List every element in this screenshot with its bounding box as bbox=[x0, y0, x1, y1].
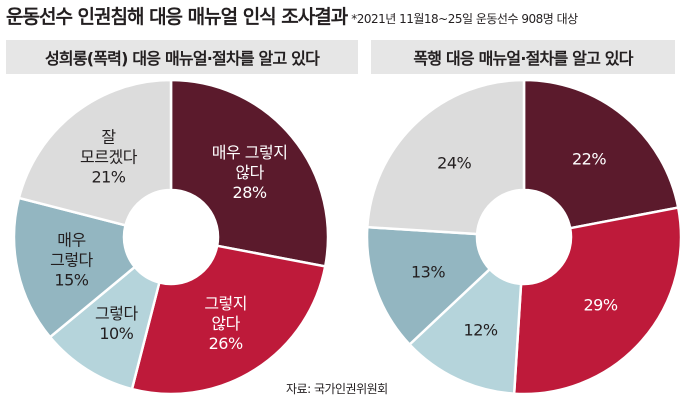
chart-1-slice-5-label: 잘 bbox=[101, 127, 116, 146]
donut-chart-1: 매우 그렇지않다28%그렇지않다26%그렇다10%매우그렇다15%잘모르겠다21… bbox=[12, 78, 330, 396]
chart-2-title: 폭행 대응 매뉴얼·절차를 알고 있다 bbox=[371, 40, 675, 74]
chart-2-slice-4-value: 13% bbox=[411, 263, 445, 282]
page-title: 운동선수 인권침해 대응 매뉴얼 인식 조사결과 bbox=[6, 6, 348, 28]
chart-1-slice-1-value: 28% bbox=[233, 183, 267, 202]
chart-2-slice-3-value: 12% bbox=[464, 320, 498, 339]
chart-2-slice-4 bbox=[365, 225, 492, 347]
chart-1-slice-3-label: 그렇다 bbox=[95, 304, 138, 323]
survey-note: *2021년 11월18~25일 운동선수 908명 대상 bbox=[351, 12, 578, 26]
chart-1-slice-1 bbox=[169, 78, 330, 268]
chart-1-slice-2-label: 않다 bbox=[211, 314, 240, 333]
source-note: 자료: 국가인권위원회 bbox=[286, 382, 388, 396]
chart-1-slice-2-label: 그렇지 bbox=[204, 294, 247, 313]
chart-2-slice-1 bbox=[522, 78, 680, 230]
chart-1-slice-2 bbox=[130, 244, 327, 396]
chart-1-slice-1-label: 않다 bbox=[235, 163, 264, 182]
chart-1-slice-5-label: 모르겠다 bbox=[80, 147, 138, 166]
chart-2-slice-5 bbox=[365, 78, 526, 236]
chart-2-slice-3 bbox=[407, 267, 523, 396]
chart-2-slice-2-value: 29% bbox=[583, 295, 617, 314]
chart-1-slice-5-value: 21% bbox=[91, 167, 125, 186]
chart-2-slice-5-value: 24% bbox=[437, 154, 471, 173]
chart-2-slice-1-value: 22% bbox=[572, 149, 606, 168]
chart-1-slice-1-label: 매우 그렇지 bbox=[212, 143, 288, 162]
chart-1-slice-4-label: 그렇다 bbox=[50, 250, 93, 269]
chart-1-slice-4-label: 매우 bbox=[57, 230, 85, 249]
chart-2-slice-2 bbox=[512, 206, 680, 396]
chart-1-slice-3-value: 10% bbox=[99, 324, 133, 343]
donut-chart-2: 22% 29% 12% 13% 24% bbox=[365, 78, 680, 396]
chart-1-slice-2-value: 26% bbox=[209, 334, 243, 353]
chart-1-title: 성희롱(폭력) 대응 매뉴얼·절차를 알고 있다 bbox=[6, 40, 358, 74]
chart-1-slice-4 bbox=[12, 196, 137, 339]
header: 운동선수 인권침해 대응 매뉴얼 인식 조사결과 *2021년 11월18~25… bbox=[6, 2, 578, 32]
chart-1-slice-4-value: 15% bbox=[54, 270, 88, 289]
chart-1-slice-5 bbox=[17, 78, 173, 227]
